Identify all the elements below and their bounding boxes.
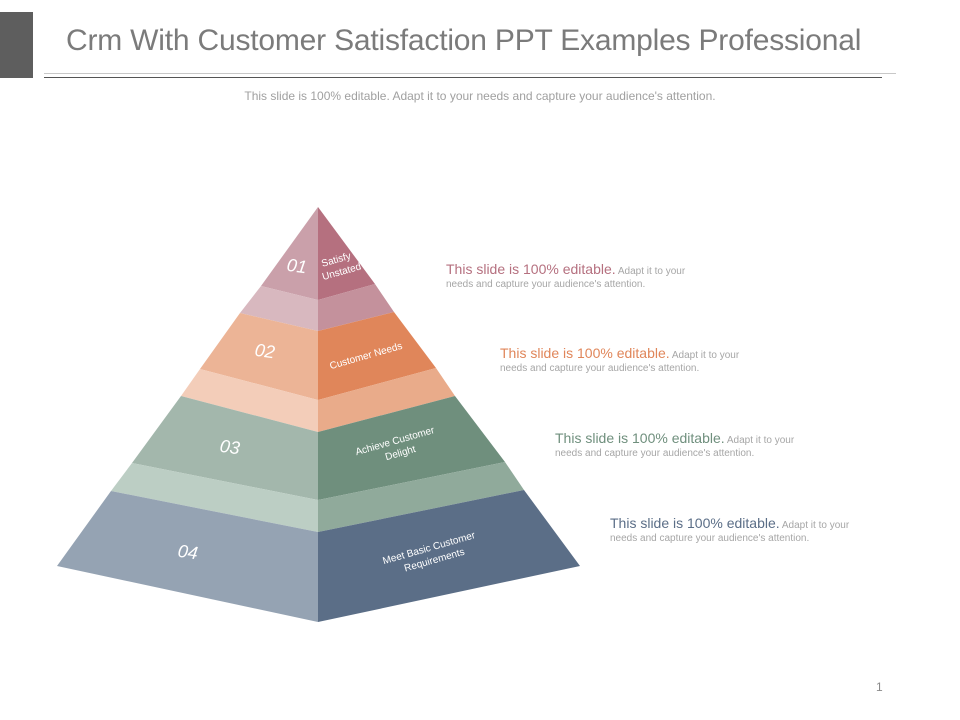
tier-4-lead: This slide is 100% editable.: [610, 515, 780, 531]
tier-1-body-2: needs and capture your audience's attent…: [446, 279, 646, 290]
band-3-left: [111, 463, 318, 532]
tier-1-left-face: [261, 207, 318, 300]
band-2-right: [318, 368, 455, 432]
tier-4-body-2: needs and capture your audience's attent…: [610, 533, 810, 544]
slide-title: Crm With Customer Satisfaction PPT Examp…: [66, 24, 862, 57]
band-1-right: [318, 284, 394, 331]
band-1-left: [240, 286, 318, 331]
tier-2-description: This slide is 100% editable. Adapt it to…: [500, 345, 800, 375]
tier-3-description: This slide is 100% editable. Adapt it to…: [555, 430, 855, 460]
tier-2-body-2: needs and capture your audience's attent…: [500, 363, 700, 374]
title-rule-dark: [44, 77, 882, 78]
tier-1-description: This slide is 100% editable. Adapt it to…: [446, 261, 746, 291]
slide-subtitle: This slide is 100% editable. Adapt it to…: [244, 89, 716, 103]
band-3-right: [318, 462, 524, 532]
tier-2-number: 02: [254, 340, 277, 363]
tier-3-right-face: [318, 396, 505, 500]
tier-1-number: 01: [286, 255, 309, 278]
tier-2-body-1: Adapt it to your: [669, 350, 740, 361]
tier-4-number: 04: [177, 541, 200, 564]
title-rule-light: [44, 73, 896, 74]
tier-2-left-face: [200, 313, 318, 400]
tier-1-body-1: Adapt it to your: [615, 266, 686, 277]
tier-2-lead: This slide is 100% editable.: [500, 345, 670, 361]
tier-1-right-face: [318, 207, 375, 300]
tier-4-description: This slide is 100% editable. Adapt it to…: [610, 515, 910, 545]
tier-2-right-face: [318, 312, 436, 400]
tier-3-left-face: [132, 396, 318, 500]
tier-4-right-face: [318, 490, 580, 622]
tier-4-body-1: Adapt it to your: [779, 520, 850, 531]
page-number: 1: [876, 680, 883, 694]
band-2-left: [181, 369, 318, 432]
tier-3-number: 03: [219, 436, 242, 459]
tier-3-lead: This slide is 100% editable.: [555, 430, 725, 446]
tier-1-lead: This slide is 100% editable.: [446, 261, 616, 277]
tier-3-body-1: Adapt it to your: [724, 435, 795, 446]
tier-4-left-face: [57, 491, 318, 622]
title-accent-bar: [0, 12, 33, 78]
tier-3-body-2: needs and capture your audience's attent…: [555, 448, 755, 459]
